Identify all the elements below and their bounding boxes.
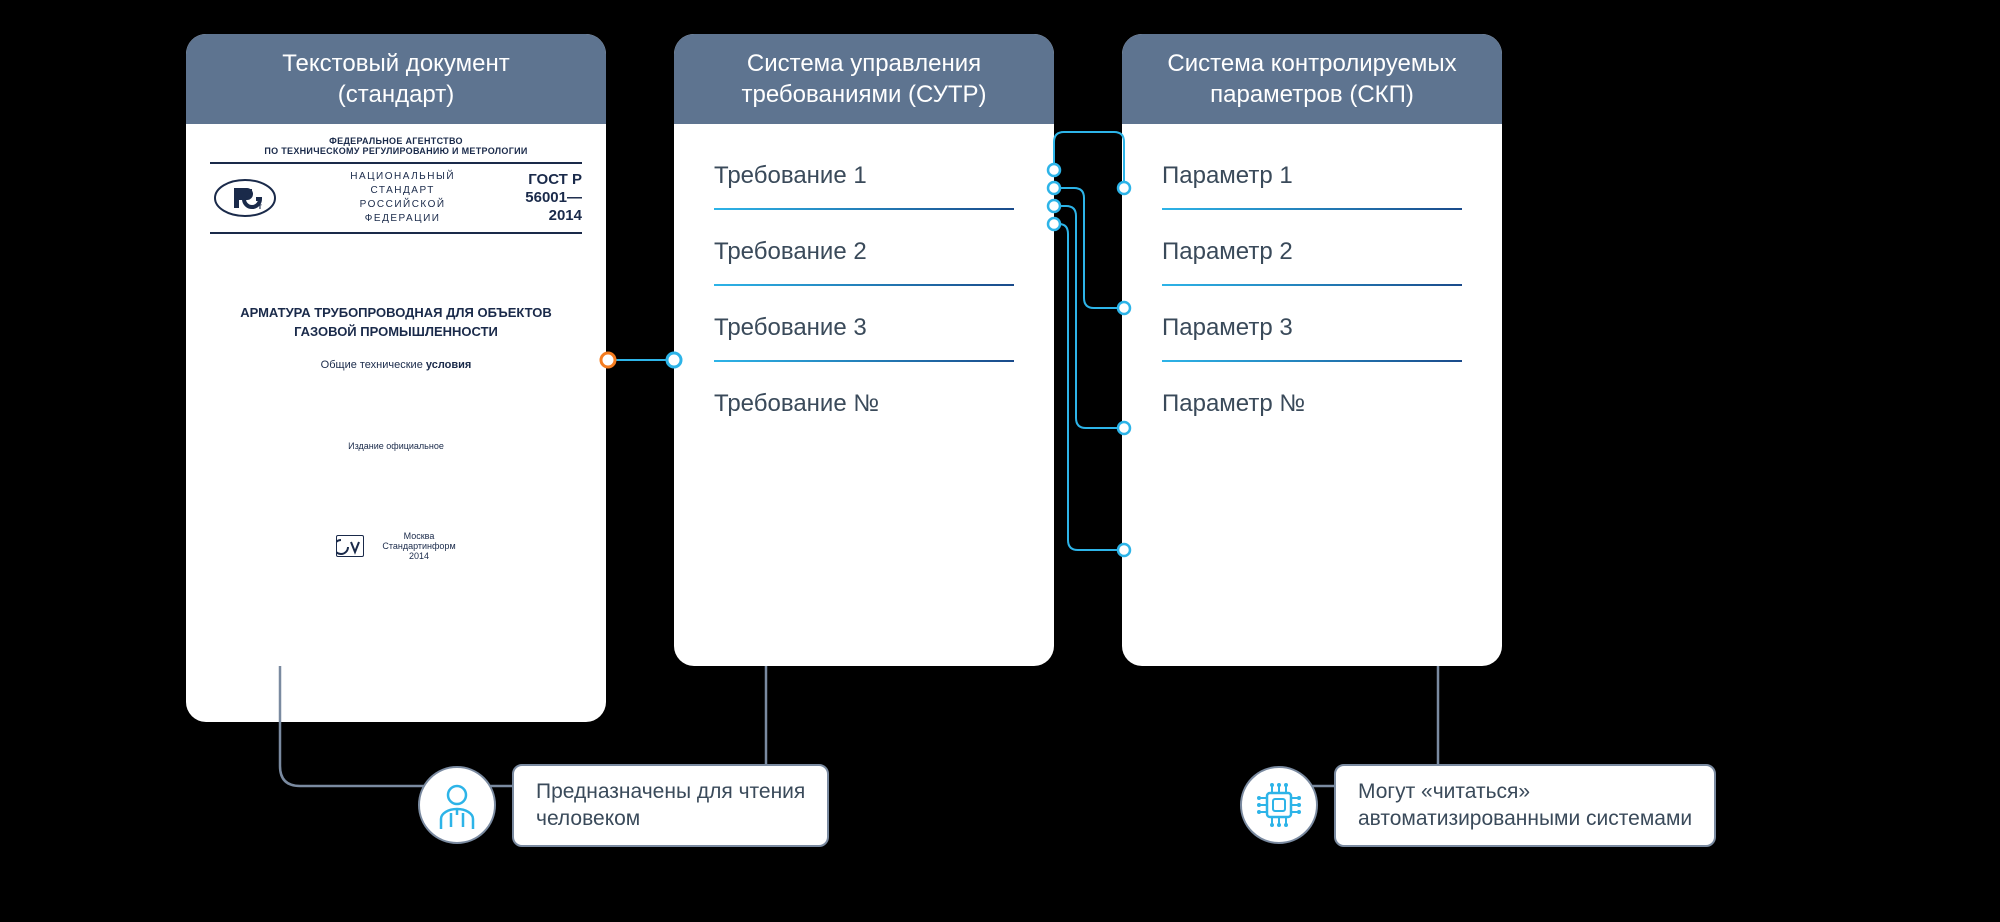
doc-subtitle: Общие технические условия [210,359,582,371]
doc-footer: Москва Стандартинформ 2014 [210,531,582,561]
requirement-item: Требование № [714,362,1014,428]
person-icon [418,766,496,844]
doc-standard-label: НАЦИОНАЛЬНЫЙ СТАНДАРТ РОССИЙСКОЙ ФЕДЕРАЦ… [290,170,515,226]
doc-agency: ФЕДЕРАЛЬНОЕ АГЕНТСТВО ПО ТЕХНИЧЕСКОМУ РЕ… [210,136,582,156]
card-document-header: Текстовый документ (стандарт) [186,34,606,124]
requirement-item: Требование 1 [714,134,1014,210]
card-document: Текстовый документ (стандарт) ФЕДЕРАЛЬНО… [186,34,606,722]
requirement-item: Требование 3 [714,286,1014,362]
document-body: ФЕДЕРАЛЬНОЕ АГЕНТСТВО ПО ТЕХНИЧЕСКОМУ РЕ… [186,124,606,570]
card-requirements: Система управления требованиями (СУТР) Т… [674,34,1054,666]
caption-auto-text: Могут «читаться»автоматизированными сист… [1334,764,1716,847]
gost-logo-icon: т [210,176,280,220]
chip-icon [1240,766,1318,844]
parameter-item: Параметр № [1162,362,1462,428]
card-requirements-header: Система управления требованиями (СУТР) [674,34,1054,124]
svg-text:т: т [258,202,262,211]
header-line: (стандарт) [338,81,454,108]
header-line: Система контролируемых [1167,50,1456,77]
publisher-logo-icon [336,535,364,557]
doc-gost-code: ГОСТ Р 56001— 2014 [525,171,582,225]
doc-title: АРМАТУРА ТРУБОПРОВОДНАЯ ДЛЯ ОБЪЕКТОВ ГАЗ… [210,304,582,340]
connector-doc-to-req [596,348,686,372]
doc-edition: Издание официальное [210,441,582,451]
caption-auto: Могут «читаться»автоматизированными сист… [1240,764,1716,847]
header-line: Система управления [747,50,981,77]
card-parameters-header: Система контролируемых параметров (СКП) [1122,34,1502,124]
header-line: требованиями (СУТР) [741,81,986,108]
doc-header-row: т НАЦИОНАЛЬНЫЙ СТАНДАРТ РОССИЙСКОЙ ФЕДЕР… [210,162,582,234]
header-line: параметров (СКП) [1210,81,1414,108]
requirements-list: Требование 1 Требование 2 Требование 3 Т… [674,124,1054,448]
requirement-item: Требование 2 [714,210,1014,286]
parameter-item: Параметр 1 [1162,134,1462,210]
header-line: Текстовый документ [282,50,510,77]
caption-human: Предназначены для чтениячеловеком [418,764,829,847]
doc-footer-text: Москва Стандартинформ 2014 [382,531,455,561]
card-parameters: Система контролируемых параметров (СКП) … [1122,34,1502,666]
caption-human-text: Предназначены для чтениячеловеком [512,764,829,847]
parameters-list: Параметр 1 Параметр 2 Параметр 3 Парамет… [1122,124,1502,448]
parameter-item: Параметр 2 [1162,210,1462,286]
parameter-item: Параметр 3 [1162,286,1462,362]
